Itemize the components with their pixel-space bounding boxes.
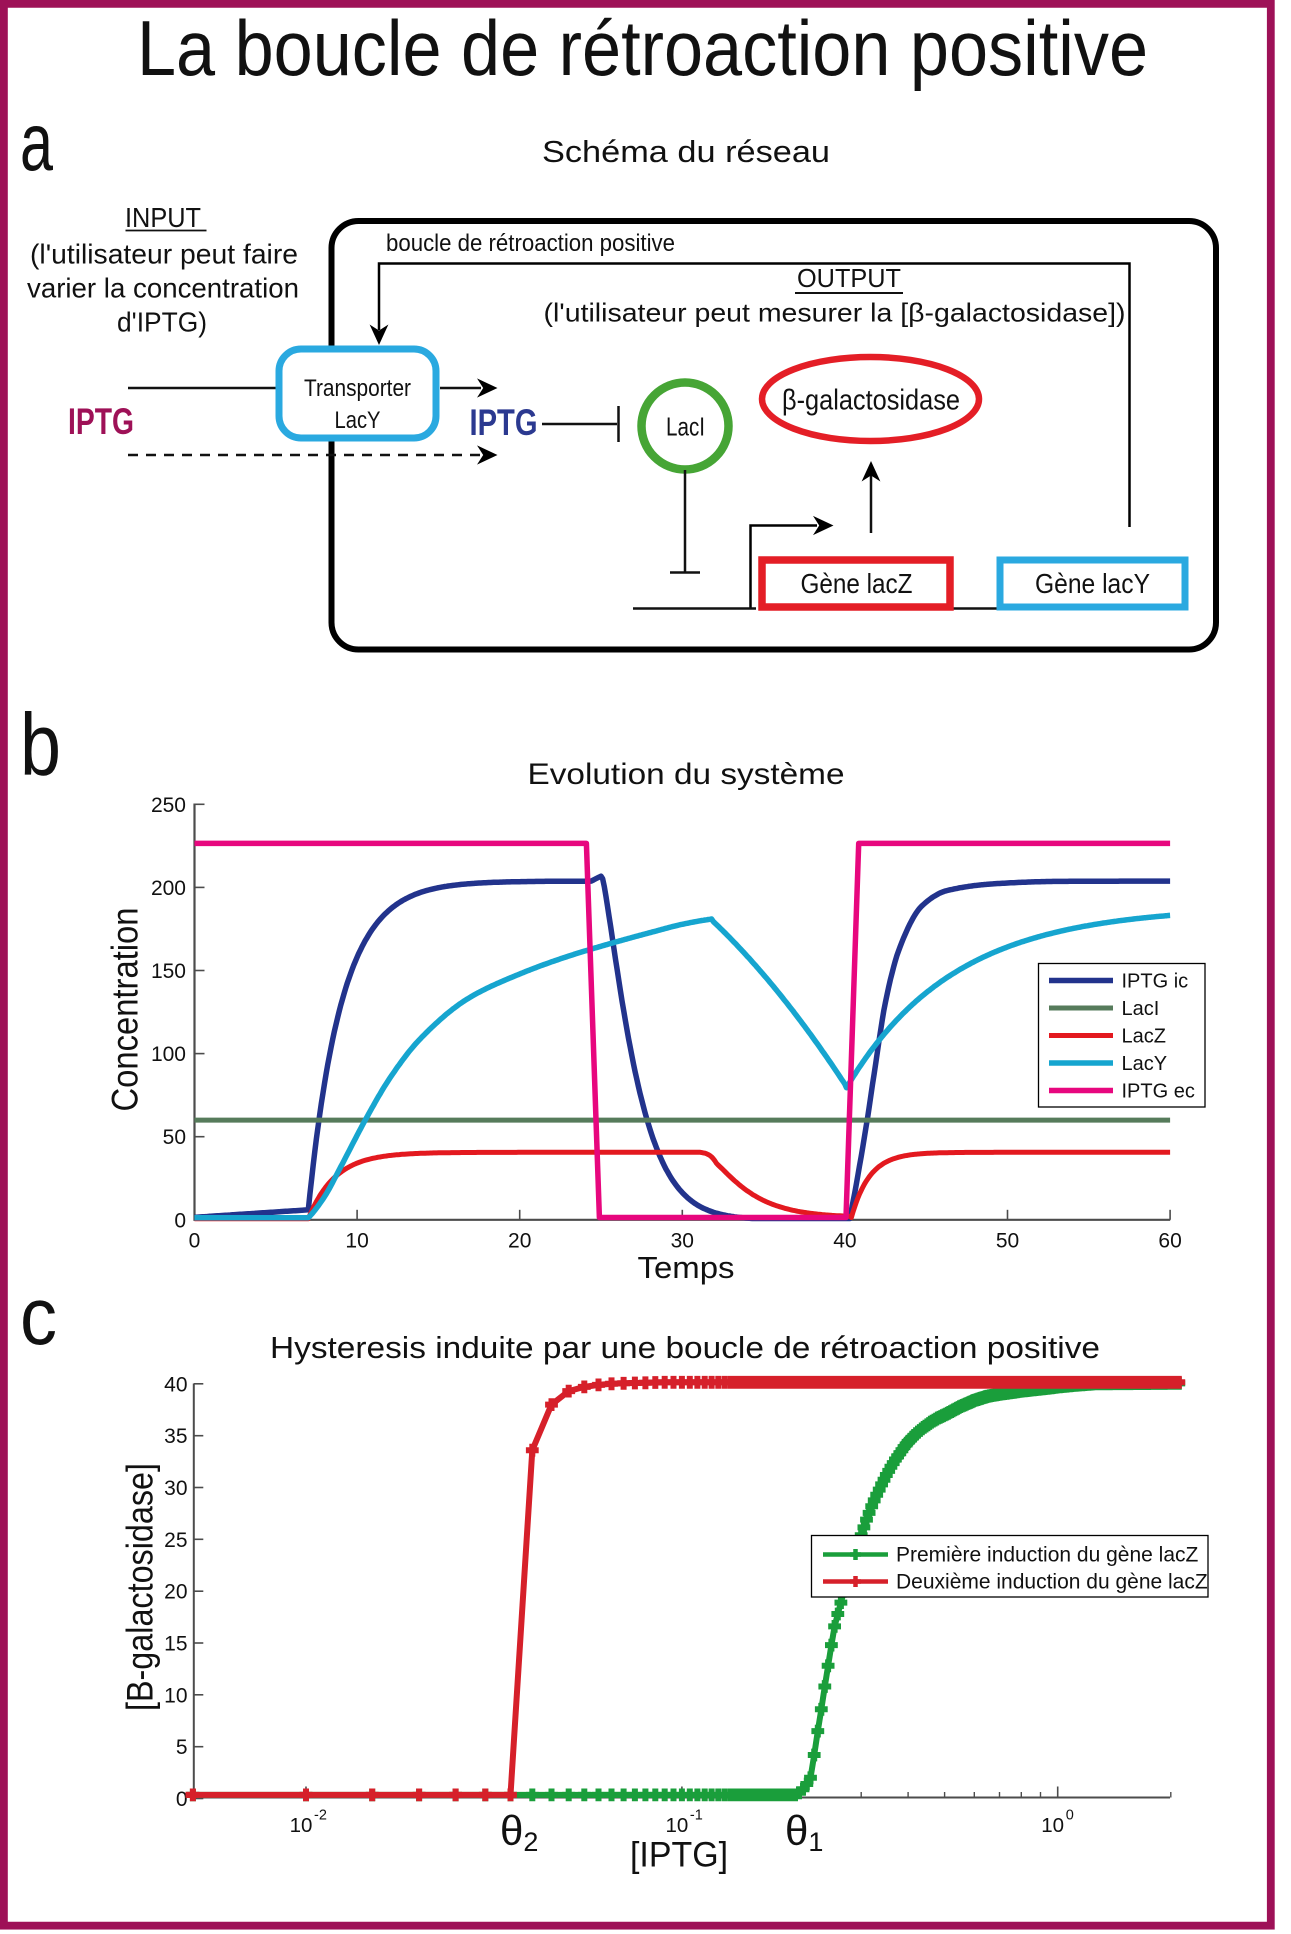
svg-text:20: 20 xyxy=(164,1581,187,1604)
svg-text:0: 0 xyxy=(174,1209,186,1232)
svg-text:c: c xyxy=(20,1271,57,1362)
svg-text:[IPTG]: [IPTG] xyxy=(630,1836,728,1875)
svg-text:Hysteresis induite par une bou: Hysteresis induite par une boucle de rét… xyxy=(270,1330,1100,1365)
svg-text:-2: -2 xyxy=(314,1808,327,1824)
svg-text:LacY: LacY xyxy=(335,407,381,434)
svg-text:20: 20 xyxy=(508,1230,531,1253)
svg-text:b: b xyxy=(20,695,61,794)
svg-text:d'IPTG): d'IPTG) xyxy=(117,307,207,338)
svg-text:Temps: Temps xyxy=(638,1250,735,1285)
svg-text:LacI: LacI xyxy=(1122,998,1160,1020)
svg-text:Evolution du système: Evolution du système xyxy=(528,758,845,791)
svg-text:INPUT: INPUT xyxy=(125,202,201,233)
svg-text:0: 0 xyxy=(1066,1808,1074,1824)
svg-text:40: 40 xyxy=(833,1230,856,1253)
svg-text:Schéma du réseau: Schéma du réseau xyxy=(542,134,830,169)
svg-text:-1: -1 xyxy=(690,1808,703,1824)
svg-text:Concentration: Concentration xyxy=(105,908,146,1112)
svg-text:0: 0 xyxy=(176,1788,188,1811)
svg-text:Transporter: Transporter xyxy=(304,375,411,402)
svg-text:5: 5 xyxy=(176,1736,188,1759)
svg-text:30: 30 xyxy=(164,1477,187,1500)
svg-text:10: 10 xyxy=(164,1684,187,1707)
svg-text:10: 10 xyxy=(290,1814,313,1837)
svg-text:(l'utilisateur peut faire: (l'utilisateur peut faire xyxy=(30,239,298,270)
svg-text:30: 30 xyxy=(671,1230,694,1253)
svg-text:a: a xyxy=(20,97,53,188)
svg-text:200: 200 xyxy=(151,877,186,900)
svg-text:OUTPUT: OUTPUT xyxy=(797,265,901,293)
svg-text:35: 35 xyxy=(164,1425,187,1448)
svg-text:IPTG ic: IPTG ic xyxy=(1122,971,1189,993)
svg-text:IPTG: IPTG xyxy=(470,402,538,443)
svg-text:10: 10 xyxy=(1041,1814,1064,1837)
svg-text:IPTG ec: IPTG ec xyxy=(1122,1081,1195,1103)
svg-text:25: 25 xyxy=(164,1529,187,1552)
svg-text:Deuxième induction du gène lac: Deuxième induction du gène lacZ xyxy=(896,1571,1208,1594)
svg-text:50: 50 xyxy=(996,1230,1019,1253)
svg-text:LacZ: LacZ xyxy=(1122,1026,1166,1048)
svg-text:La boucle de rétroaction posit: La boucle de rétroaction positive xyxy=(137,4,1148,92)
svg-text:LacY: LacY xyxy=(1122,1053,1168,1075)
svg-text:Gène lacY: Gène lacY xyxy=(1035,568,1150,599)
svg-text:LacI: LacI xyxy=(666,412,705,442)
svg-text:100: 100 xyxy=(151,1043,186,1066)
svg-text:10: 10 xyxy=(345,1230,368,1253)
svg-text:IPTG: IPTG xyxy=(68,401,134,442)
svg-text:15: 15 xyxy=(164,1633,187,1656)
svg-text:0: 0 xyxy=(189,1230,201,1253)
svg-text:[B-galactosidase]: [B-galactosidase] xyxy=(119,1463,161,1711)
svg-text:250: 250 xyxy=(151,794,186,817)
svg-text:boucle de rétroaction positive: boucle de rétroaction positive xyxy=(386,230,675,257)
svg-text:(l'utilisateur peut mesurer la: (l'utilisateur peut mesurer la [β-galact… xyxy=(544,298,1126,328)
svg-text:Gène lacZ: Gène lacZ xyxy=(801,568,913,599)
svg-text:150: 150 xyxy=(151,960,186,983)
svg-text:60: 60 xyxy=(1158,1230,1181,1253)
svg-text:varier la concentration: varier la concentration xyxy=(27,273,299,304)
svg-text:10: 10 xyxy=(665,1814,688,1837)
svg-text:50: 50 xyxy=(163,1126,186,1149)
svg-text:β-galactosidase: β-galactosidase xyxy=(782,385,960,417)
svg-text:40: 40 xyxy=(164,1373,187,1396)
svg-text:Première induction du gène lac: Première induction du gène lacZ xyxy=(896,1544,1199,1567)
